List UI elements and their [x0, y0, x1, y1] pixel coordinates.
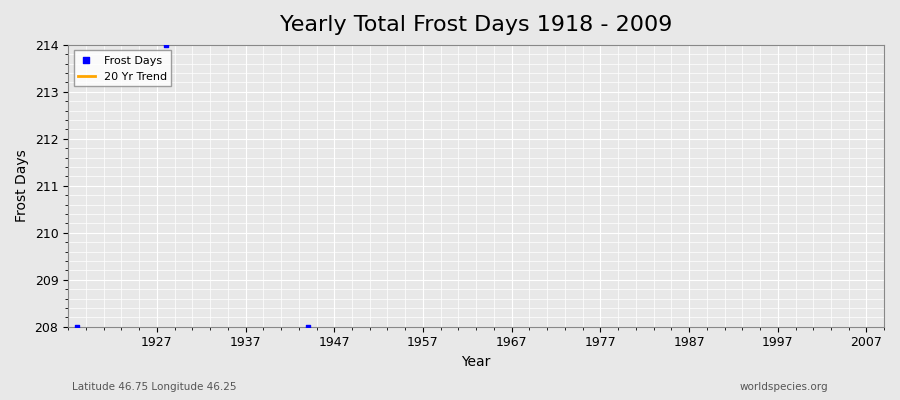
Frost Days [301, 324, 315, 330]
Frost Days [158, 42, 173, 48]
Legend: Frost Days, 20 Yr Trend: Frost Days, 20 Yr Trend [74, 50, 171, 86]
Title: Yearly Total Frost Days 1918 - 2009: Yearly Total Frost Days 1918 - 2009 [280, 15, 672, 35]
Frost Days [70, 324, 85, 330]
Text: Latitude 46.75 Longitude 46.25: Latitude 46.75 Longitude 46.25 [72, 382, 237, 392]
X-axis label: Year: Year [462, 355, 490, 369]
Y-axis label: Frost Days: Frost Days [15, 150, 29, 222]
Text: worldspecies.org: worldspecies.org [740, 382, 828, 392]
